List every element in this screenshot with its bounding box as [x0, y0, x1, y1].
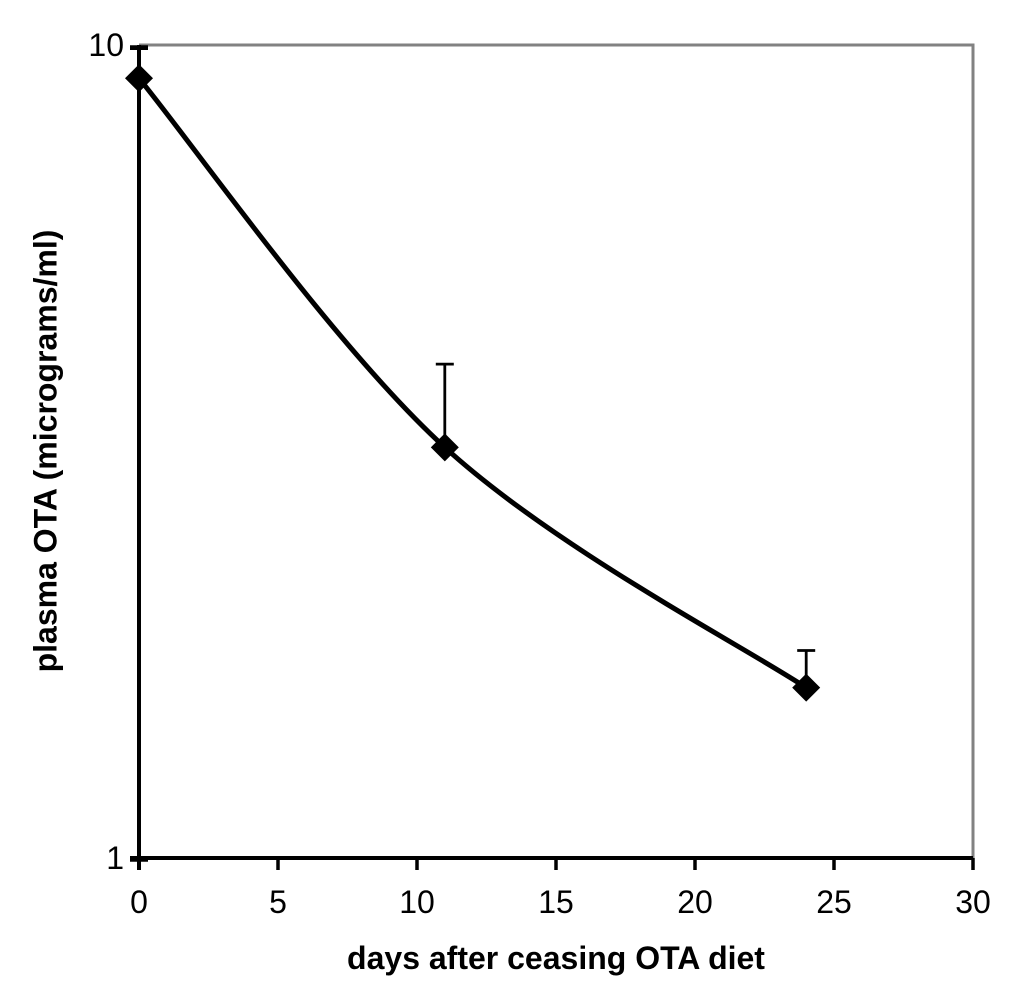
data-point-marker — [430, 433, 459, 462]
x-tick-label: 5 — [269, 884, 287, 920]
data-point-marker — [792, 673, 821, 702]
series-curve — [136, 75, 809, 691]
x-tick-label: 25 — [816, 884, 852, 920]
x-tick-label: 30 — [955, 884, 991, 920]
y-axis-title: plasma OTA (micrograms/ml) — [27, 229, 64, 673]
x-tick-label: 0 — [130, 884, 148, 920]
x-axis-title: days after ceasing OTA diet — [347, 940, 765, 976]
y-tick-label: 1 — [106, 840, 124, 876]
x-tick-label: 10 — [399, 884, 435, 920]
x-tick-label: 20 — [677, 884, 713, 920]
y-tick-label: 10 — [88, 27, 124, 63]
data-point-marker — [125, 64, 153, 93]
x-tick-label: 15 — [538, 884, 574, 920]
